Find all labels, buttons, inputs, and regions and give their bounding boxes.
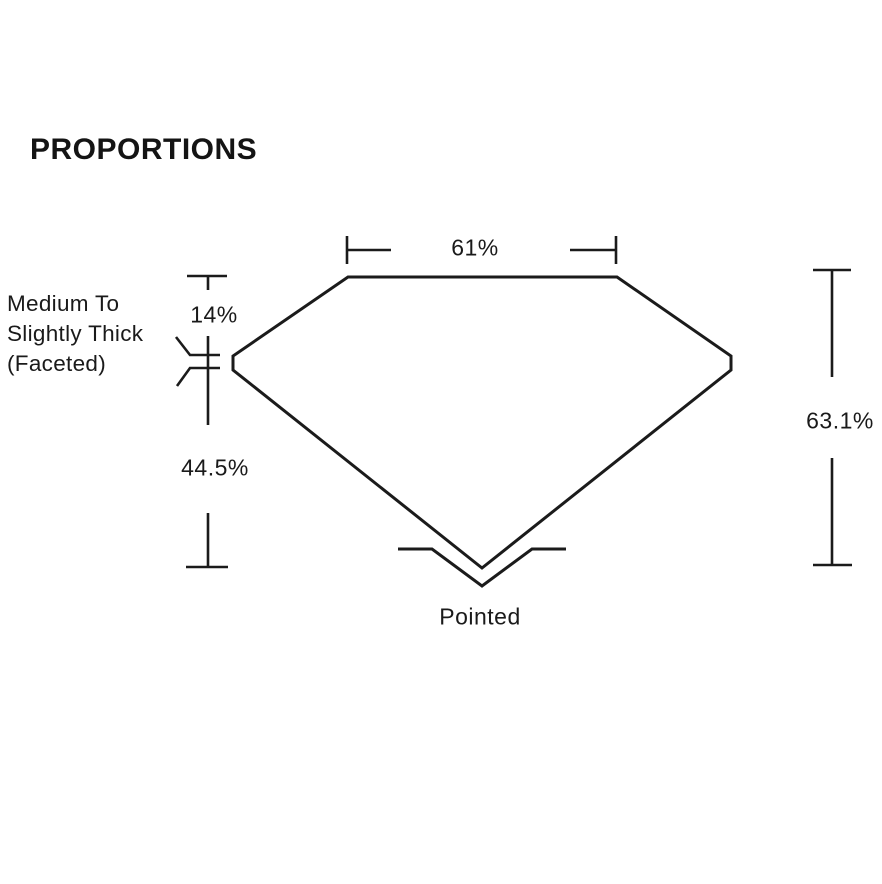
crown-height-dimension-lines — [187, 274, 227, 425]
girdle-bracket-lower — [175, 366, 220, 387]
girdle-thickness-label-line2: Slightly Thick — [7, 321, 144, 346]
culet-pointer-marker — [398, 547, 566, 588]
girdle-thickness-label-line3: (Faceted) — [7, 351, 106, 376]
girdle-thickness-label: Medium To Slightly Thick (Faceted) — [7, 289, 143, 379]
total-depth-label: 63.1% — [806, 407, 874, 434]
diamond-outline-shape — [231, 275, 733, 570]
page-title: PROPORTIONS — [30, 133, 258, 166]
pavilion-depth-label: 44.5% — [181, 454, 249, 481]
total-depth-dimension-lines — [813, 268, 852, 567]
crown-height-label: 14% — [190, 301, 238, 328]
table-width-label: 61% — [451, 234, 499, 261]
table-width-dimension-lines — [345, 236, 618, 264]
girdle-bracket-upper — [174, 336, 220, 357]
girdle-thickness-label-line1: Medium To — [7, 291, 120, 316]
pavilion-depth-dimension-lines — [186, 513, 228, 569]
culet-label: Pointed — [439, 603, 521, 630]
girdle-bracket-lines — [174, 336, 220, 387]
